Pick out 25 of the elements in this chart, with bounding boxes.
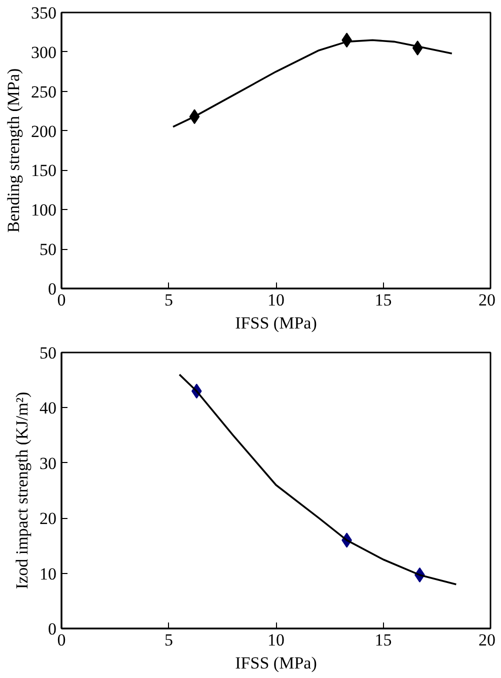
y-axis-title: Izod impact strength (KJ/m²) bbox=[12, 392, 32, 590]
line-series bbox=[178, 374, 458, 586]
x-tick-label: 5 bbox=[164, 630, 173, 650]
y-tick-label: 50 bbox=[40, 240, 56, 260]
x-tick-label: 5 bbox=[164, 290, 173, 310]
x-tick-label: 20 bbox=[478, 290, 496, 310]
x-axis-title: IFSS (MPa) bbox=[235, 654, 317, 672]
y-axis-title: Bending strength (MPa) bbox=[4, 68, 23, 233]
y-tick-label: 40 bbox=[40, 398, 56, 418]
y-tick-label: 20 bbox=[40, 509, 56, 528]
y-tick-label: 30 bbox=[40, 454, 56, 473]
y-tick-label: 250 bbox=[31, 82, 56, 102]
x-tick-label: 15 bbox=[374, 630, 392, 650]
y-tick-label: 150 bbox=[31, 161, 56, 180]
x-tick-label: 10 bbox=[268, 630, 284, 650]
y-tick-label: 10 bbox=[40, 564, 56, 584]
x-tick-label: 20 bbox=[478, 630, 496, 650]
y-tick-label: 50 bbox=[40, 344, 56, 362]
x-axis-title: IFSS (MPa) bbox=[235, 314, 317, 332]
y-tick-label: 100 bbox=[31, 200, 56, 220]
y-tick-label: 350 bbox=[31, 4, 56, 22]
x-tick-label: 15 bbox=[374, 290, 392, 310]
y-tick-label: 300 bbox=[31, 42, 56, 62]
x-tick-label: 10 bbox=[268, 290, 284, 310]
y-tick-label: 200 bbox=[31, 122, 56, 141]
